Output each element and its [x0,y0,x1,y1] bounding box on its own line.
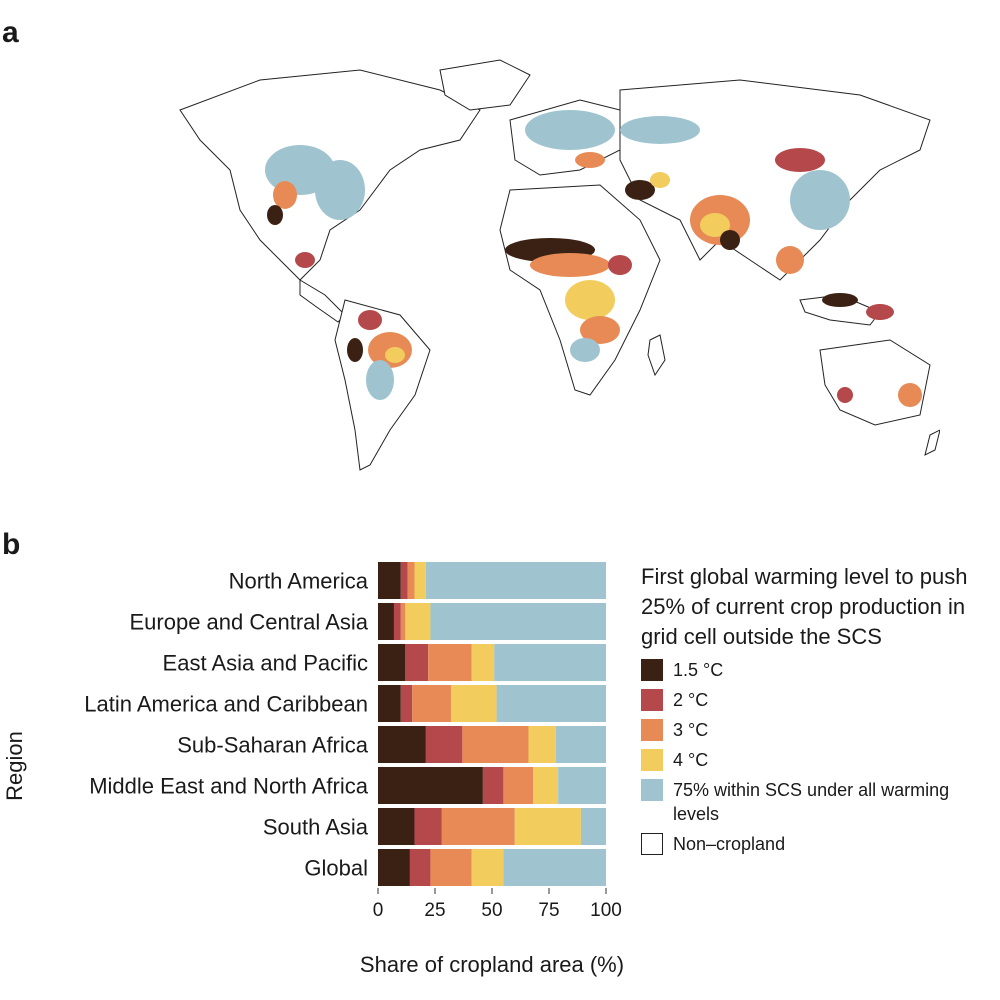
legend-swatch [641,779,663,801]
cropland-patches [265,110,922,407]
x-tick-label: 75 [538,900,559,921]
bar-segment [580,808,606,845]
bar-segment [503,767,534,804]
legend-item: 1.5 °C [641,658,996,682]
greenland-landmass [439,59,531,111]
bar-segment [496,685,606,722]
bar-segment [462,726,529,763]
central-america-landmass [299,279,346,323]
bar-segment [400,603,406,640]
panel-b-label: b [2,528,21,561]
bar-segment [400,562,408,599]
legend-item: 2 °C [641,688,996,712]
region-label: Latin America and Caribbean [84,692,368,717]
bar-segment [555,726,606,763]
legend-swatch [641,833,663,855]
region-label: South Asia [263,815,369,840]
legend-swatch [641,659,663,681]
legend-swatch [641,749,663,771]
legend-label: 1.5 °C [673,660,724,680]
madagascar-landmass [647,334,666,377]
bar-segment [503,849,606,886]
x-axis-title: Share of cropland area (%) [360,952,624,977]
bar-segment [471,849,504,886]
bar-segment [514,808,581,845]
panel-a-label: a [2,16,19,49]
legend-swatch [641,689,663,711]
bar-segment [378,644,406,681]
legend-item: 75% within SCS under all warming levels [641,778,996,826]
bar-segment [414,562,426,599]
legend-label: Non–cropland [673,834,786,854]
x-ticks: 0 25 50 75 100 [373,888,622,921]
bar-segment [528,726,556,763]
bar-segment [471,644,495,681]
bar-segment [405,644,429,681]
region-label: Global [304,856,368,881]
new-zealand-landmass [924,429,940,456]
x-tick-label: 0 [373,900,384,921]
region-label: North America [229,569,369,594]
world-map [179,59,940,471]
legend-items: 1.5 °C 2 °C 3 °C 4 °C 75% within SCS under a… [641,658,996,856]
legend-title: First global warming level to push 25% o… [641,564,968,649]
bar-segment [414,808,442,845]
bar-segment [378,562,401,599]
bar-segment [400,685,413,722]
bar-segment [378,849,410,886]
bar-segment [378,726,426,763]
bar-segment [407,562,415,599]
region-labels: North America Europe and Central Asia East… [84,569,368,881]
stacked-bar-chart: Region North America Europe and Central A… [2,562,624,977]
bar-segment [533,767,559,804]
legend: First global warming level to push 25% o… [641,562,996,862]
bar-segment [494,644,606,681]
bars [378,562,606,886]
legend-item: 4 °C [641,748,996,772]
x-tick-label: 25 [424,900,445,921]
bar-segment [405,603,431,640]
legend-label: 3 °C [673,720,709,740]
legend-label: 4 °C [673,750,709,770]
region-label: Middle East and North Africa [89,774,369,799]
y-axis-title: Region [2,731,27,801]
australia-landmass [819,339,931,426]
region-label: Europe and Central Asia [130,610,369,635]
bar-segment [425,726,463,763]
legend-swatch [641,719,663,741]
bar-segment [428,644,472,681]
bar-segment [430,603,606,640]
legend-label: 75% within SCS under all warming levels [673,780,950,824]
bar-segment [482,767,504,804]
legend-item: 3 °C [641,718,996,742]
bar-segment [412,685,451,722]
bar-segment [409,849,431,886]
bar-segment [378,603,394,640]
x-tick-label: 100 [590,900,622,921]
bar-segment [378,685,401,722]
region-label: East Asia and Pacific [163,651,368,676]
bar-segment [430,849,472,886]
x-tick-label: 50 [481,900,502,921]
legend-item: Non–cropland [641,832,996,856]
legend-label: 2 °C [673,690,709,710]
bar-segment [450,685,497,722]
bar-segment [425,562,606,599]
bar-segment [558,767,606,804]
bar-segment [378,808,415,845]
bar-segment [441,808,515,845]
bar-segment [393,603,401,640]
bar-segment [378,767,483,804]
region-label: Sub-Saharan Africa [177,733,369,758]
